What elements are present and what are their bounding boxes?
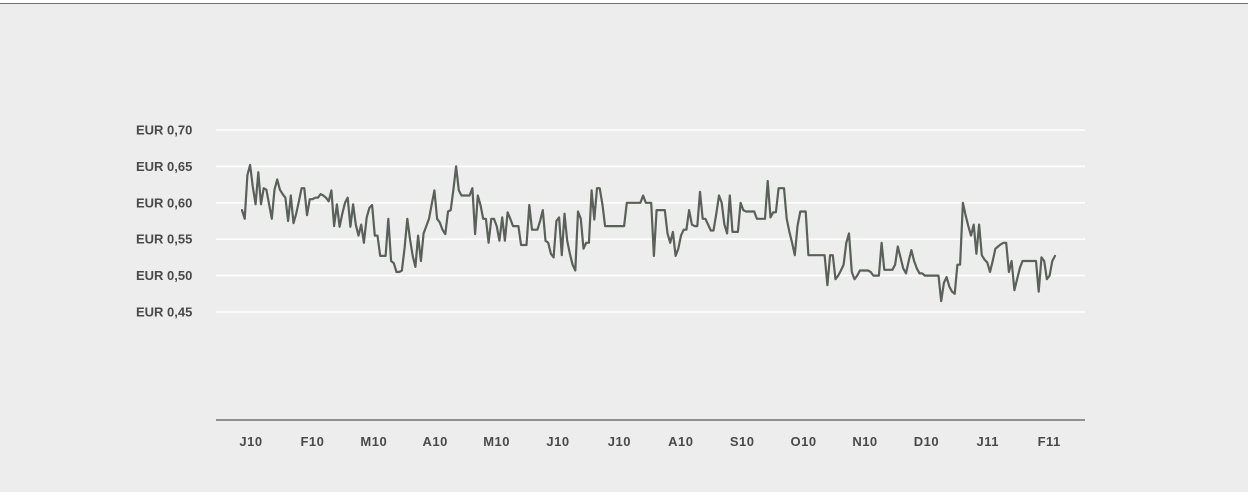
x-tick-label: N10 — [852, 434, 877, 449]
y-tick-label: EUR 0,65 — [136, 159, 192, 174]
x-tick-label: A10 — [423, 434, 448, 449]
series-line — [240, 163, 1057, 303]
x-tick-label: M10 — [360, 434, 387, 449]
x-tick-label: J10 — [546, 434, 569, 449]
x-tick-label: J11 — [977, 434, 999, 449]
x-tick-label: J10 — [239, 434, 262, 449]
chart-panel — [0, 3, 1248, 492]
x-tick-label: F11 — [1038, 434, 1061, 449]
y-axis: EUR 0,70 EUR 0,65 EUR 0,60 EUR 0,55 EUR 0,50… — [136, 123, 192, 320]
x-tick-label: M10 — [483, 434, 510, 449]
gridlines — [216, 129, 1085, 313]
y-tick-label: EUR 0,50 — [136, 268, 192, 283]
y-tick-label: EUR 0,70 — [136, 123, 192, 138]
y-tick-label: EUR 0,45 — [136, 305, 192, 320]
x-tick-label: A10 — [668, 434, 693, 449]
x-tick-label: J10 — [608, 434, 631, 449]
x-tick-label: O10 — [791, 434, 817, 449]
series-layer — [240, 163, 1057, 303]
y-tick-label: EUR 0,55 — [136, 232, 192, 247]
x-tick-label: F10 — [300, 434, 324, 449]
x-axis: J10 F10 M10 A10 M10 J10 J10 A10 S10 O10 N10 D10 J11 F… — [216, 419, 1085, 449]
y-tick-label: EUR 0,60 — [136, 195, 192, 210]
x-tick-label: D10 — [914, 434, 939, 449]
x-tick-label: S10 — [730, 434, 755, 449]
